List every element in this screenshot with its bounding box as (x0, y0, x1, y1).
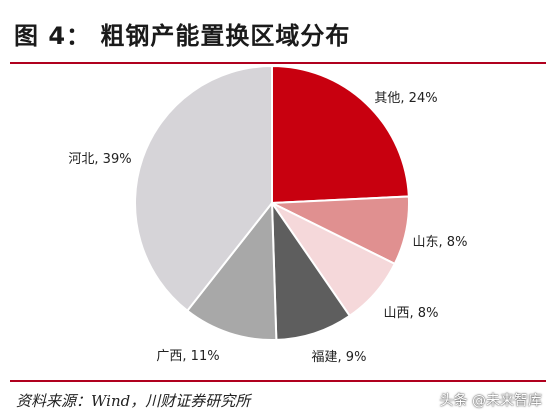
pie-slice-福建 (270, 199, 352, 341)
chart-title: 图 4： 粗钢产能置换区域分布 (14, 22, 351, 50)
pie-slice-河北 (134, 64, 273, 313)
title-divider (10, 62, 546, 64)
watermark: 头条 @未来智库 (439, 393, 542, 409)
slice-label-河北: 河北, 39% (68, 152, 131, 167)
pie-slice-其他 (271, 64, 410, 205)
source-divider (10, 380, 546, 382)
pie-slice-广西 (185, 200, 278, 341)
slice-label-福建: 福建, 9% (312, 350, 367, 365)
slice-label-山西: 山西, 8% (384, 306, 439, 321)
source-note: 资料来源：Wind，川财证券研究所 (16, 392, 251, 410)
pie-chart-svg: 其他, 24% 山东, 8% 山西, 8% 福建, 9% 广西, 11% 河北, 39% (68, 64, 468, 365)
slice-label-广西: 广西, 11% (156, 349, 219, 364)
title-bar: 图 4： 粗钢产能置换区域分布 (0, 10, 554, 64)
slice-label-山东: 山东, 8% (413, 235, 468, 250)
pie-chart: 其他, 24% 山东, 8% 山西, 8% 福建, 9% 广西, 11% 河北, 39% (0, 56, 554, 376)
slice-label-其他: 其他, 24% (374, 91, 437, 106)
